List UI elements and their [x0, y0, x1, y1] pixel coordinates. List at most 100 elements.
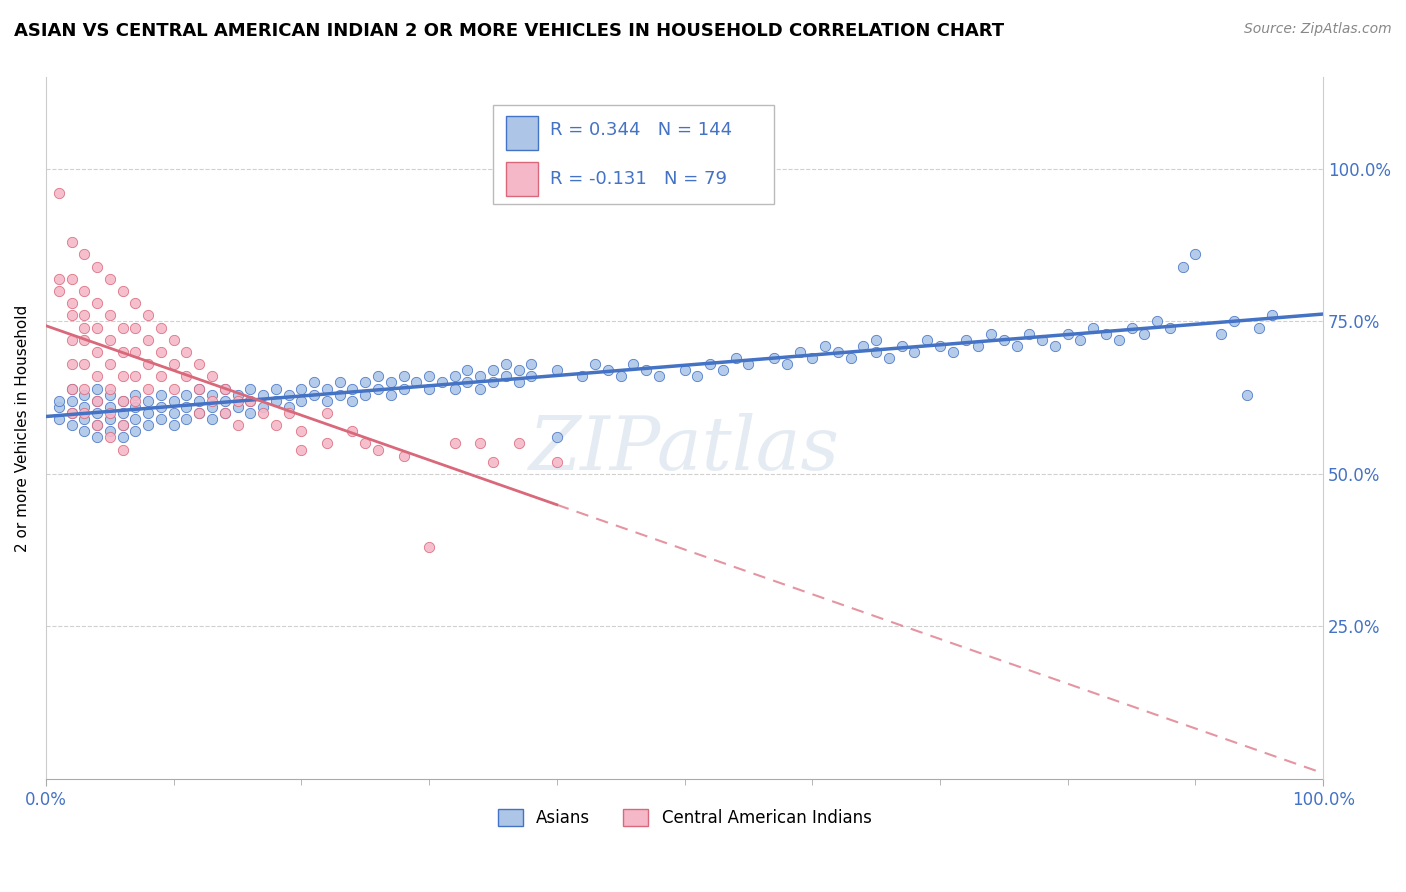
- Point: [86, 369, 108, 384]
- Text: Source: ZipAtlas.com: Source: ZipAtlas.com: [1244, 22, 1392, 37]
- Point: [546, 363, 568, 377]
- Point: [86, 393, 108, 408]
- Point: [380, 376, 402, 390]
- Point: [316, 436, 339, 450]
- Point: [443, 382, 465, 396]
- Point: [470, 382, 492, 396]
- Point: [1249, 320, 1271, 334]
- Point: [636, 363, 658, 377]
- Point: [290, 382, 312, 396]
- Point: [226, 400, 249, 414]
- Point: [111, 442, 134, 457]
- Point: [111, 320, 134, 334]
- Point: [342, 424, 364, 438]
- Point: [86, 406, 108, 420]
- Point: [149, 412, 172, 426]
- Point: [264, 418, 287, 433]
- Point: [86, 418, 108, 433]
- Point: [60, 406, 83, 420]
- Point: [86, 345, 108, 359]
- Point: [136, 333, 159, 347]
- Point: [86, 430, 108, 444]
- Point: [1031, 333, 1053, 347]
- Point: [865, 333, 887, 347]
- Point: [508, 376, 530, 390]
- Point: [380, 387, 402, 401]
- Point: [48, 400, 70, 414]
- Point: [111, 406, 134, 420]
- Point: [98, 387, 121, 401]
- Point: [73, 320, 96, 334]
- Point: [136, 382, 159, 396]
- Point: [482, 376, 505, 390]
- Point: [163, 357, 186, 371]
- Point: [673, 363, 696, 377]
- Point: [648, 369, 671, 384]
- Point: [508, 436, 530, 450]
- Point: [302, 376, 325, 390]
- Point: [711, 363, 734, 377]
- Point: [48, 393, 70, 408]
- Point: [239, 393, 262, 408]
- Point: [201, 387, 224, 401]
- Point: [814, 339, 837, 353]
- Point: [354, 436, 377, 450]
- Point: [316, 393, 339, 408]
- Point: [316, 382, 339, 396]
- Point: [188, 382, 211, 396]
- Point: [239, 393, 262, 408]
- Point: [124, 369, 146, 384]
- Point: [609, 369, 631, 384]
- Point: [163, 333, 186, 347]
- Point: [1236, 387, 1258, 401]
- Point: [827, 345, 849, 359]
- Point: [290, 424, 312, 438]
- Point: [877, 351, 900, 365]
- Point: [163, 382, 186, 396]
- Point: [98, 412, 121, 426]
- Point: [226, 393, 249, 408]
- Point: [1133, 326, 1156, 341]
- Point: [111, 393, 134, 408]
- Point: [865, 345, 887, 359]
- Point: [277, 406, 299, 420]
- Point: [239, 406, 262, 420]
- Point: [571, 369, 593, 384]
- Point: [776, 357, 799, 371]
- Point: [73, 247, 96, 261]
- Point: [546, 430, 568, 444]
- Point: [418, 369, 440, 384]
- Point: [623, 357, 645, 371]
- Point: [86, 393, 108, 408]
- Point: [60, 235, 83, 249]
- Point: [1005, 339, 1028, 353]
- Point: [124, 424, 146, 438]
- Point: [111, 345, 134, 359]
- Point: [264, 382, 287, 396]
- Point: [98, 430, 121, 444]
- Point: [124, 387, 146, 401]
- Point: [226, 387, 249, 401]
- Point: [214, 382, 236, 396]
- Point: [264, 393, 287, 408]
- Point: [60, 296, 83, 310]
- Point: [124, 296, 146, 310]
- Point: [354, 376, 377, 390]
- Point: [60, 393, 83, 408]
- Point: [290, 393, 312, 408]
- Point: [136, 357, 159, 371]
- Point: [482, 363, 505, 377]
- Point: [443, 369, 465, 384]
- Point: [86, 296, 108, 310]
- Point: [596, 363, 619, 377]
- Point: [392, 369, 415, 384]
- Point: [124, 320, 146, 334]
- Point: [48, 412, 70, 426]
- Point: [1043, 339, 1066, 353]
- Point: [1108, 333, 1130, 347]
- FancyBboxPatch shape: [506, 162, 537, 196]
- Point: [915, 333, 938, 347]
- Point: [993, 333, 1015, 347]
- Point: [86, 320, 108, 334]
- Point: [1146, 314, 1168, 328]
